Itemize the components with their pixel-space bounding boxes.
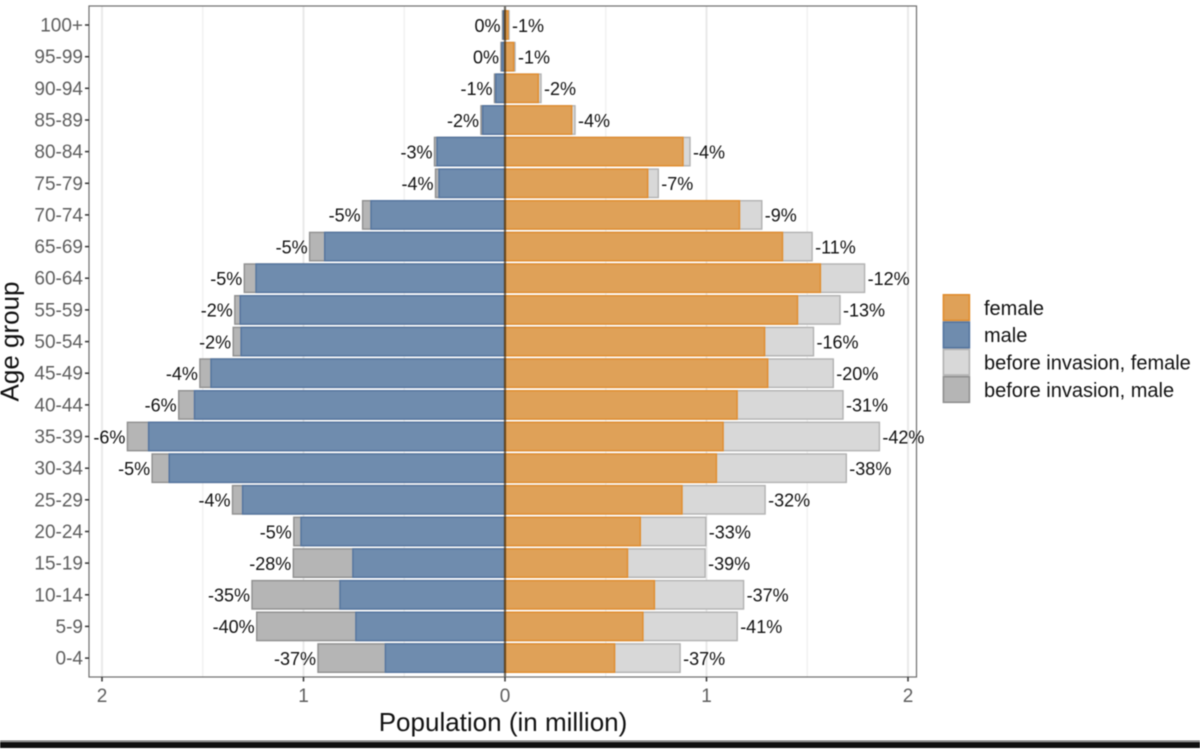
svg-text:55-59: 55-59 [34, 300, 83, 321]
svg-text:90-94: 90-94 [34, 79, 83, 100]
svg-text:-1%: -1% [512, 16, 544, 36]
svg-text:5-9: 5-9 [56, 617, 83, 638]
svg-text:0: 0 [500, 686, 511, 707]
svg-text:0%: 0% [474, 16, 500, 36]
svg-text:-1%: -1% [460, 79, 492, 99]
svg-text:-33%: -33% [709, 522, 751, 542]
svg-text:-11%: -11% [815, 237, 856, 257]
svg-text:95-99: 95-99 [34, 47, 83, 68]
svg-text:-13%: -13% [843, 301, 885, 321]
svg-text:-39%: -39% [708, 554, 750, 574]
svg-text:75-79: 75-79 [34, 174, 83, 195]
svg-text:-5%: -5% [118, 459, 150, 479]
svg-text:-28%: -28% [249, 554, 291, 574]
svg-text:-20%: -20% [836, 364, 878, 384]
svg-text:female: female [984, 298, 1044, 320]
svg-text:-2%: -2% [447, 111, 479, 131]
svg-text:-7%: -7% [661, 174, 693, 194]
svg-text:15-19: 15-19 [34, 554, 83, 575]
svg-text:0-4: 0-4 [56, 649, 84, 670]
svg-text:50-54: 50-54 [34, 332, 83, 353]
svg-text:-16%: -16% [817, 332, 859, 352]
svg-text:65-69: 65-69 [34, 237, 83, 258]
svg-text:Age group: Age group [0, 282, 25, 402]
svg-text:-37%: -37% [747, 586, 789, 606]
svg-text:85-89: 85-89 [34, 111, 83, 132]
svg-text:-6%: -6% [145, 396, 177, 416]
svg-text:-41%: -41% [740, 617, 782, 637]
svg-text:-32%: -32% [768, 491, 810, 511]
svg-text:30-34: 30-34 [34, 459, 83, 480]
svg-text:-37%: -37% [683, 649, 725, 669]
svg-text:45-49: 45-49 [34, 364, 83, 385]
svg-text:1: 1 [298, 686, 309, 707]
svg-text:-4%: -4% [166, 364, 198, 384]
svg-text:-42%: -42% [882, 427, 924, 447]
svg-text:20-24: 20-24 [34, 522, 83, 543]
svg-text:70-74: 70-74 [34, 205, 83, 226]
svg-text:-40%: -40% [213, 617, 255, 637]
svg-text:-38%: -38% [849, 459, 891, 479]
svg-text:25-29: 25-29 [34, 490, 83, 511]
svg-text:-2%: -2% [201, 301, 233, 321]
svg-text:-5%: -5% [329, 206, 361, 226]
svg-text:male: male [984, 325, 1027, 347]
svg-text:-5%: -5% [210, 269, 242, 289]
svg-text:-1%: -1% [518, 48, 550, 68]
svg-text:-2%: -2% [199, 332, 231, 352]
svg-text:-4%: -4% [401, 174, 433, 194]
svg-text:-5%: -5% [276, 237, 308, 257]
svg-text:80-84: 80-84 [34, 142, 83, 163]
svg-text:-2%: -2% [544, 79, 576, 99]
svg-text:-35%: -35% [208, 586, 250, 606]
svg-text:35-39: 35-39 [34, 427, 83, 448]
svg-text:-5%: -5% [260, 522, 292, 542]
svg-text:1: 1 [701, 686, 712, 707]
svg-text:100+: 100+ [40, 16, 83, 37]
svg-text:-3%: -3% [400, 142, 432, 162]
svg-text:-37%: -37% [274, 649, 316, 669]
svg-text:-12%: -12% [868, 269, 910, 289]
svg-text:2: 2 [97, 686, 108, 707]
svg-text:-4%: -4% [693, 142, 725, 162]
svg-text:10-14: 10-14 [34, 585, 83, 606]
svg-text:Population (in million): Population (in million) [379, 707, 628, 737]
svg-text:-4%: -4% [578, 111, 610, 131]
svg-text:-9%: -9% [765, 206, 797, 226]
svg-text:before invasion, male: before invasion, male [984, 380, 1174, 402]
svg-text:-4%: -4% [198, 491, 230, 511]
svg-text:before invasion, female: before invasion, female [984, 353, 1191, 375]
svg-text:-31%: -31% [846, 396, 888, 416]
svg-text:2: 2 [903, 686, 914, 707]
svg-text:0%: 0% [473, 48, 499, 68]
svg-text:40-44: 40-44 [34, 395, 83, 416]
svg-text:60-64: 60-64 [34, 269, 83, 290]
svg-text:-6%: -6% [93, 427, 125, 447]
